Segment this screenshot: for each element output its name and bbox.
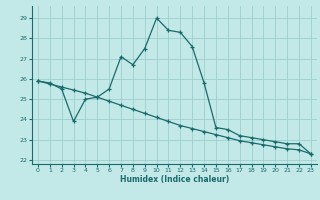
X-axis label: Humidex (Indice chaleur): Humidex (Indice chaleur): [120, 175, 229, 184]
